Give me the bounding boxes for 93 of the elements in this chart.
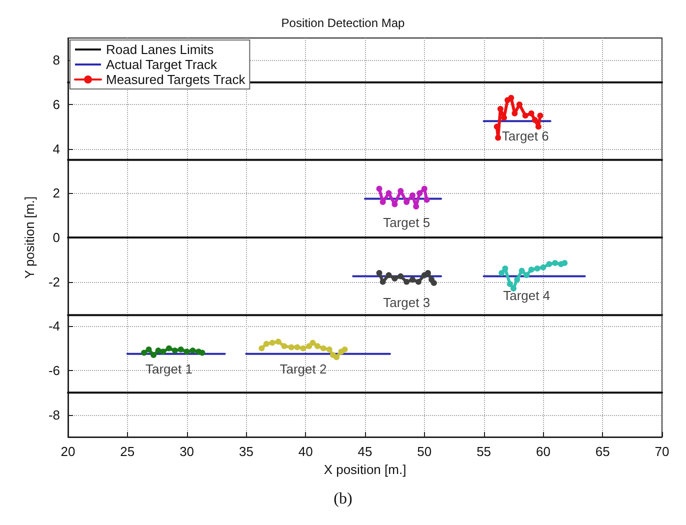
chart-title: Position Detection Map: [281, 16, 406, 30]
point: [398, 273, 404, 280]
point: [392, 276, 398, 282]
point: [166, 345, 172, 352]
annotation: Target 1: [145, 361, 192, 376]
point: [178, 346, 184, 352]
point: [404, 278, 410, 285]
point: [310, 340, 316, 346]
point: [534, 266, 540, 272]
point: [294, 344, 300, 350]
text: (b): [334, 490, 352, 508]
x-tick-label: 20: [60, 444, 76, 459]
point: [190, 348, 196, 354]
x-tick-label: 50: [417, 444, 432, 459]
point: [376, 186, 382, 192]
x-tick-label: 60: [536, 444, 550, 459]
point: [495, 134, 502, 141]
legend-label: Road Lanes Limits: [106, 42, 214, 57]
point: [380, 199, 386, 206]
x-tick-label: 35: [238, 444, 254, 459]
y-tick-label: -2: [48, 274, 60, 290]
annotation: Target 3: [383, 294, 430, 310]
y-tick-label: 8: [52, 52, 60, 68]
point: [263, 340, 270, 347]
point: [258, 345, 265, 352]
x-tick-label: 65: [595, 444, 610, 459]
legend-label: Actual Target Track: [106, 57, 218, 72]
point: [199, 350, 206, 356]
point: [506, 281, 513, 288]
point: [326, 346, 332, 352]
point: [342, 346, 348, 352]
point: [160, 348, 166, 355]
point: [528, 110, 534, 116]
point: [150, 352, 157, 358]
point: [524, 272, 530, 278]
point: [184, 348, 190, 355]
point: [172, 348, 178, 354]
y-tick-label: 4: [52, 141, 60, 156]
y-tick-label: 6: [52, 97, 60, 112]
annotation: Target 4: [503, 288, 550, 304]
x-tick-label: 70: [654, 444, 670, 459]
point: [415, 278, 422, 285]
y-tick-label: -6: [48, 363, 60, 378]
point: [537, 112, 544, 119]
point: [540, 264, 546, 270]
point: [380, 278, 386, 285]
point: [141, 350, 148, 356]
point: [522, 112, 528, 119]
annotation: Target 6: [502, 128, 549, 144]
point: [497, 106, 504, 112]
point: [410, 276, 416, 283]
x-tick-label: 55: [476, 444, 492, 459]
legend-label: Measured Targets Track: [106, 72, 246, 87]
point: [306, 343, 312, 350]
point: [546, 261, 552, 268]
point: [508, 94, 514, 101]
y-axis-title: Y position [m.]: [22, 196, 37, 279]
point: [146, 346, 152, 352]
point: [333, 354, 340, 360]
point: [269, 340, 276, 346]
point: [562, 260, 568, 266]
point: [552, 260, 558, 266]
x-tick-label: 30: [180, 444, 194, 459]
annotation: Target 5: [383, 215, 430, 230]
y-tick-label: -4: [48, 318, 60, 334]
point: [430, 280, 437, 286]
point: [288, 344, 294, 350]
point: [275, 338, 282, 345]
x-tick-label: 25: [120, 444, 135, 459]
point: [424, 196, 430, 203]
x-axis-title: X position [m.]: [324, 462, 406, 477]
y-tick-label: -8: [48, 407, 60, 422]
point: [532, 117, 538, 124]
x-tick-label: 40: [298, 444, 313, 459]
point: [281, 343, 288, 350]
point: [376, 270, 382, 276]
point: [386, 272, 392, 278]
point: [404, 199, 410, 206]
x-tick-label: 45: [358, 444, 372, 459]
point: [518, 268, 525, 274]
y-tick-label: 2: [52, 186, 60, 201]
point: [416, 190, 423, 196]
point: [535, 124, 542, 130]
point: [320, 345, 326, 352]
point: [314, 343, 320, 350]
point: [386, 190, 392, 196]
point: [300, 345, 306, 352]
point: [528, 266, 534, 273]
point: [424, 270, 431, 276]
y-tick-label: 0: [52, 230, 60, 245]
annotation: Target 2: [280, 361, 327, 376]
point: [498, 270, 505, 276]
point: [514, 276, 520, 283]
